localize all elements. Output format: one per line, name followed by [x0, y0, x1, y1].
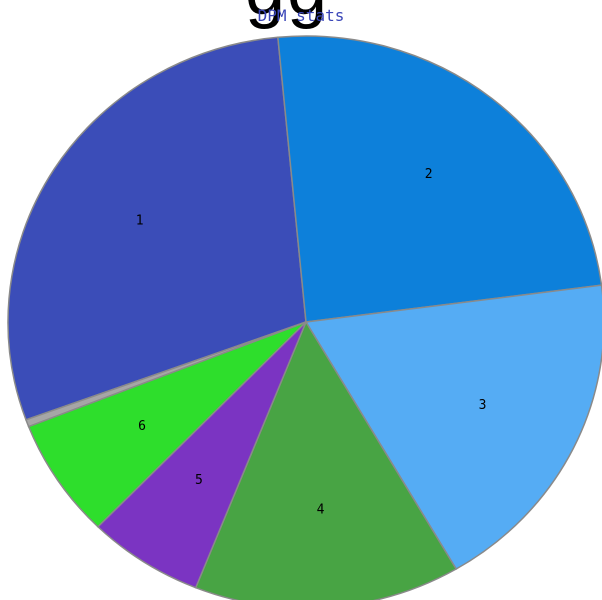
pie-slice-other [24, 321, 307, 428]
pie-slice-label: 5 [195, 473, 203, 488]
pie-slice-label: 3 [479, 398, 487, 413]
pie-slice-3 [304, 284, 602, 571]
pie-slice-1 [7, 36, 307, 421]
chart-title: DPM stats [257, 6, 345, 25]
pie-slice-label: 4 [317, 503, 325, 518]
pie-slice-label: 2 [425, 167, 433, 182]
pie-slice-4 [194, 320, 458, 600]
overflow-title-glyphs: gg [245, 0, 445, 26]
pie-slice-5 [96, 321, 307, 589]
pie-slice-label: 1 [136, 214, 144, 229]
pie-slice-label: 6 [138, 419, 146, 434]
pie-slice-6 [27, 321, 307, 528]
pie-slice-2 [277, 35, 602, 323]
